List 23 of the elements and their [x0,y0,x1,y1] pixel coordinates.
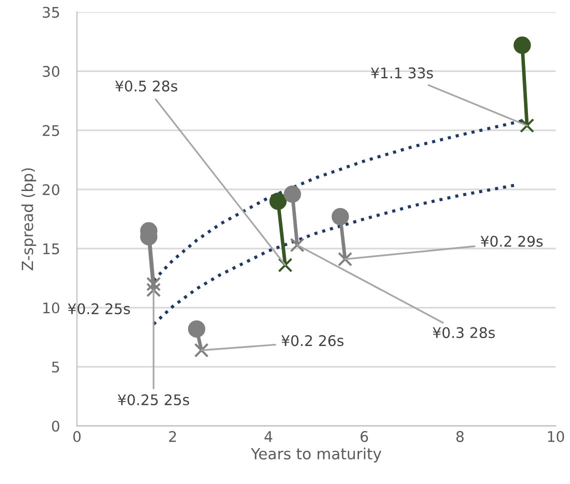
y-tick-label: 20 [42,184,60,196]
y-tick-label: 35 [42,6,60,18]
y-tick-label: 30 [42,66,60,77]
x-axis-title: Years to maturity [250,448,382,462]
annotation: ¥0.3 28s [432,327,495,338]
y-tick-label: 25 [42,125,60,136]
annotation: ¥0.5 28s [115,80,178,92]
x-tick-label: 10 [548,431,564,442]
x-tick-label: 2 [169,431,176,442]
x-tick-label: 8 [456,431,464,442]
annotation: ¥1.1 33s [370,67,433,78]
annotation: ¥0.2 26s [282,335,344,346]
y-tick-label: 15 [43,243,60,254]
x-tick-label: 4 [264,431,272,442]
annotation: ¥0.2 25s [68,303,130,314]
annotation: ¥0.2 29s [480,236,543,247]
y-axis-title: Z-spread (bp) [21,168,36,270]
x-tick-label: 6 [360,431,368,442]
y-tick-label: 10 [43,302,60,314]
y-tick-label: 5 [52,362,60,373]
annotation: ¥0.25 25s [118,394,190,406]
y-tick-label: 0 [52,420,60,432]
x-tick-label: 0 [73,431,81,442]
